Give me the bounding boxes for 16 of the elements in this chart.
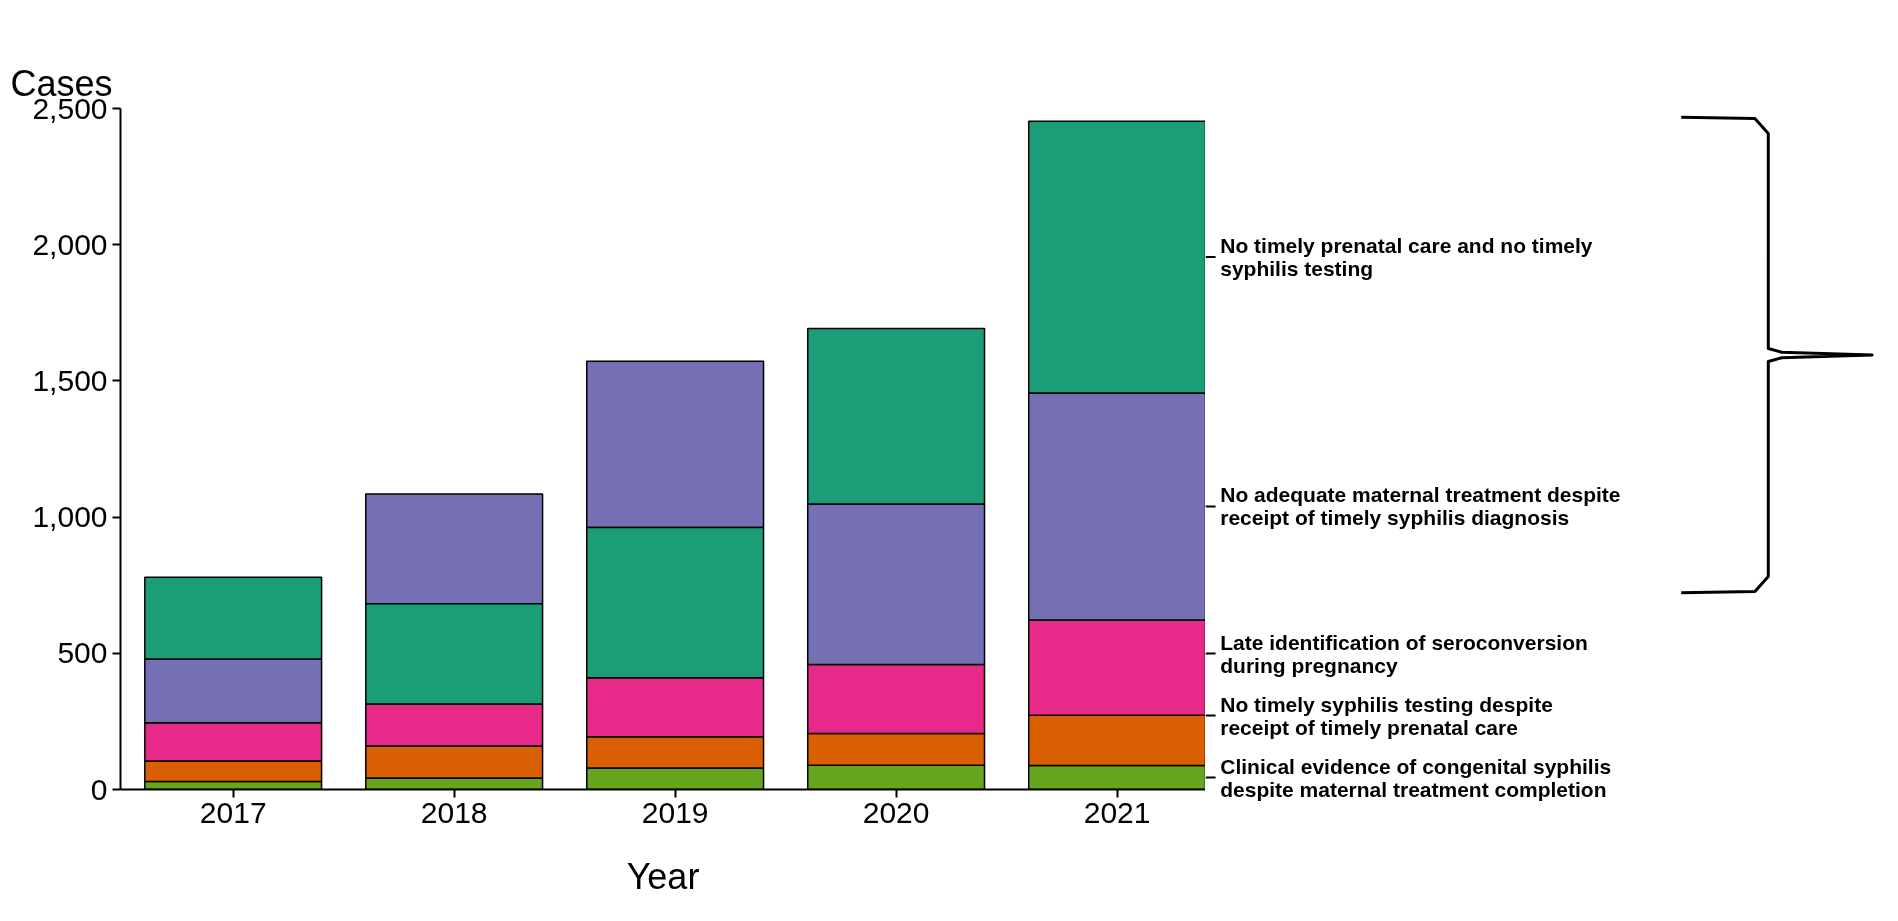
y-tick-label: 2,000: [32, 227, 108, 261]
y-tick-label: 500: [57, 636, 108, 670]
y-tick-label: 0: [90, 772, 108, 806]
x-tick-label: 2021: [1083, 795, 1151, 829]
y-tick-label: 1,000: [32, 500, 108, 534]
x-axis-title: Year: [626, 855, 700, 897]
legend-label: No timely prenatal care and no timely syphilis testing: [1220, 234, 1593, 281]
legend-label: Clinical evidence of congenital syphilis despite maternal treatment completion: [1220, 754, 1612, 801]
legend-label: Late identification of seroconversion during pregnancy: [1220, 630, 1588, 677]
legend-label: No adequate maternal treatment despite receipt of timely syphilis diagnosis: [1220, 483, 1621, 530]
x-tick-label: 2019: [641, 795, 709, 829]
legend-label: No timely syphilis testing despite receipt of timely prenatal care: [1220, 692, 1553, 739]
y-tick-label: 1,500: [32, 363, 108, 397]
x-tick-label: 2020: [862, 795, 930, 829]
x-tick-label: 2018: [420, 795, 488, 829]
x-tick-label: 2017: [199, 795, 267, 829]
